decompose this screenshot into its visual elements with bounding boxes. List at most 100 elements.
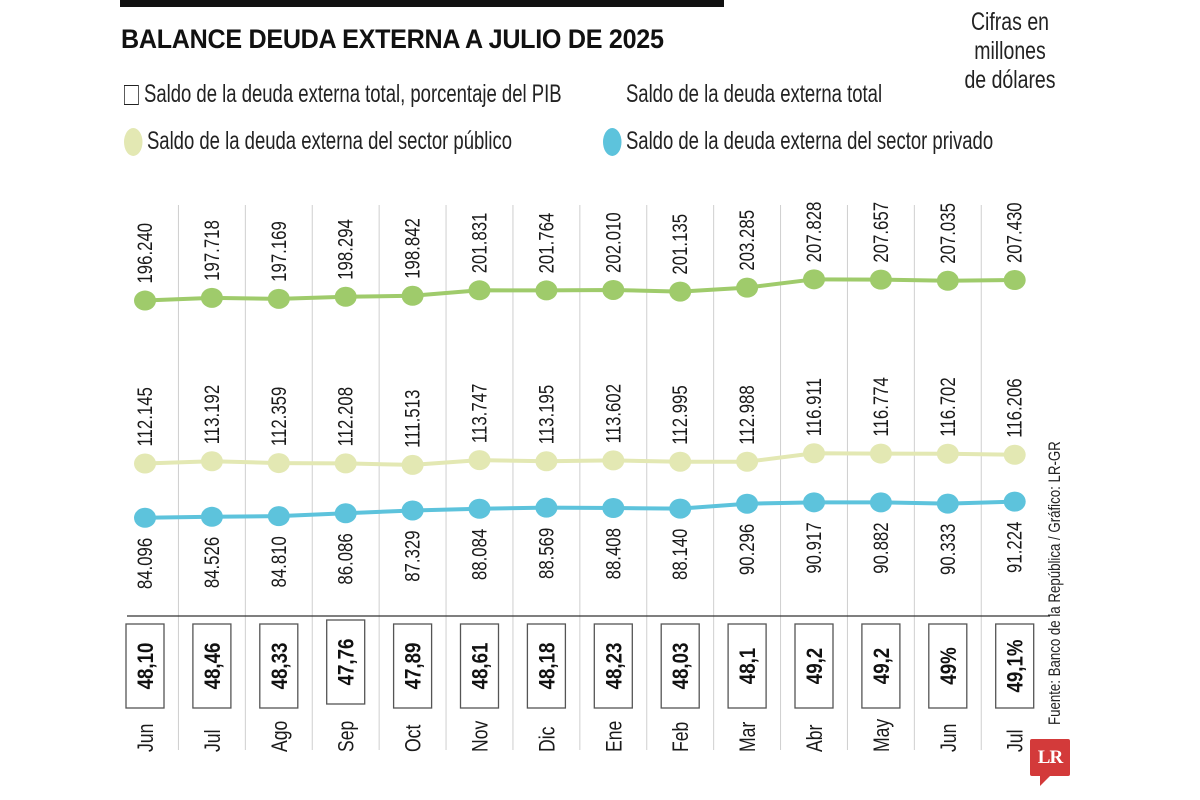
public-data-point (869, 443, 892, 464)
pct-pib-box (526, 623, 567, 709)
public-data-point (1003, 444, 1026, 465)
private-data-point (602, 498, 625, 519)
total-value-label: 198.842 (402, 218, 425, 279)
private-data-point (334, 503, 357, 524)
month-label: Mar (736, 721, 760, 752)
total-value-label: 203.285 (736, 210, 759, 271)
public-value-label: 112.359 (268, 387, 291, 446)
public-value-label: 116.774 (870, 377, 893, 437)
total-value-label: 207.657 (870, 202, 893, 263)
units-line: Cifras en (970, 8, 1050, 36)
units-line: de dólares (964, 66, 1056, 94)
source-text: Fuente: Banco de la República / Gráfico:… (1045, 441, 1064, 725)
public-data-point (267, 453, 290, 474)
private-value-label: 90.917 (803, 522, 826, 573)
public-value-label: 113.195 (536, 385, 559, 444)
private-data-point (869, 492, 892, 513)
public-data-point (803, 443, 825, 464)
legend-item-public: Saldo de la deuda externa del sector púb… (124, 127, 512, 156)
private-data-point (134, 507, 156, 528)
public-data-point (602, 450, 625, 471)
pct-pib-box (392, 623, 433, 709)
private-value-label: 91.224 (1004, 521, 1027, 573)
pct-pib-box (125, 623, 165, 709)
public-series-line (144, 451, 1015, 467)
month-label: Feb (669, 722, 693, 752)
total-data-point (736, 277, 759, 298)
source-note: Fuente: Banco de la República / Gráfico:… (1045, 361, 1065, 725)
public-value-label: 112.995 (670, 385, 693, 444)
total-value-label: 201.831 (469, 213, 492, 274)
labels-layer: 196.240 197.718 197.169 198.294 198.842 201.8… (125, 202, 1035, 752)
total-data-point (1003, 270, 1026, 291)
pct-pib-box (192, 623, 232, 709)
legend-dot-icon (124, 127, 143, 156)
month-label: Nov (469, 721, 493, 752)
legend-dot-icon (603, 127, 622, 156)
total-data-point (134, 290, 156, 311)
public-value-label: 112.145 (134, 387, 157, 446)
top-rule (120, 0, 724, 7)
pct-pib-box (995, 623, 1035, 709)
private-value-label: 84.810 (268, 536, 291, 587)
total-value-label: 196.240 (134, 223, 157, 284)
public-value-label: 112.208 (335, 387, 358, 446)
total-value-label: 201.764 (536, 212, 559, 273)
pct-pib-box (259, 623, 299, 709)
public-value-label: 113.747 (469, 384, 492, 443)
private-value-label: 84.526 (201, 537, 224, 588)
public-value-label: 116.206 (1004, 378, 1027, 437)
pct-pib-label: 49,1% (1004, 639, 1028, 692)
total-value-label: 201.135 (670, 214, 693, 275)
pct-pib-box (928, 623, 968, 709)
total-data-point (267, 288, 290, 309)
legend-item-total: Saldo de la deuda externa total (603, 80, 882, 109)
public-data-point (468, 450, 491, 471)
private-value-label: 88.569 (536, 528, 559, 579)
pct-pib-label: 47,76 (335, 639, 359, 686)
public-data-point (535, 451, 558, 472)
total-data-point (468, 280, 491, 301)
total-value-label: 207.035 (937, 203, 960, 264)
pct-pib-label: 48,1 (737, 648, 761, 684)
pct-pib-label: 48,10 (135, 643, 159, 690)
public-data-point (134, 453, 156, 474)
legend-box-icon (124, 84, 139, 105)
pct-pib-label: 47,89 (402, 643, 426, 690)
month-label: Jul (201, 730, 225, 752)
lr-logo: LR (1030, 739, 1070, 786)
column-dividers (177, 205, 982, 750)
month-label: Sep (335, 721, 359, 752)
public-value-label: 116.702 (937, 377, 960, 436)
month-label: Jun (134, 724, 158, 752)
units-line: millones (974, 37, 1046, 65)
legend-label: Saldo de la deuda externa total (625, 80, 883, 108)
month-label: Oct (402, 724, 426, 752)
total-value-label: 202.010 (603, 212, 626, 273)
month-label: Dic (536, 727, 560, 752)
total-data-point (803, 269, 825, 290)
month-label: Abr (803, 724, 827, 752)
pct-pib-label: 48,23 (603, 643, 627, 690)
private-data-point (803, 492, 825, 513)
private-series-line (144, 499, 1015, 520)
pct-pib-box (459, 623, 500, 709)
total-value-label: 207.430 (1004, 202, 1027, 263)
pct-pib-box (660, 623, 700, 709)
private-data-point (736, 493, 759, 514)
total-data-point (200, 287, 223, 308)
pct-pib-box (794, 623, 834, 709)
private-value-label: 90.882 (870, 522, 893, 573)
public-data-point (736, 451, 759, 472)
public-value-label: 113.602 (603, 384, 626, 443)
series-layer (134, 269, 1026, 528)
total-data-point (334, 286, 357, 307)
private-value-label: 84.096 (134, 538, 157, 589)
chart-title: BALANCE DEUDA EXTERNA A JULIO DE 2025 (121, 24, 664, 54)
private-data-point (936, 493, 959, 514)
public-data-point (200, 451, 223, 472)
legend-item-private: Saldo de la deuda externa del sector pri… (603, 127, 993, 156)
private-value-label: 90.333 (937, 524, 960, 575)
total-value-label: 197.718 (201, 220, 224, 281)
total-data-point (535, 280, 558, 301)
